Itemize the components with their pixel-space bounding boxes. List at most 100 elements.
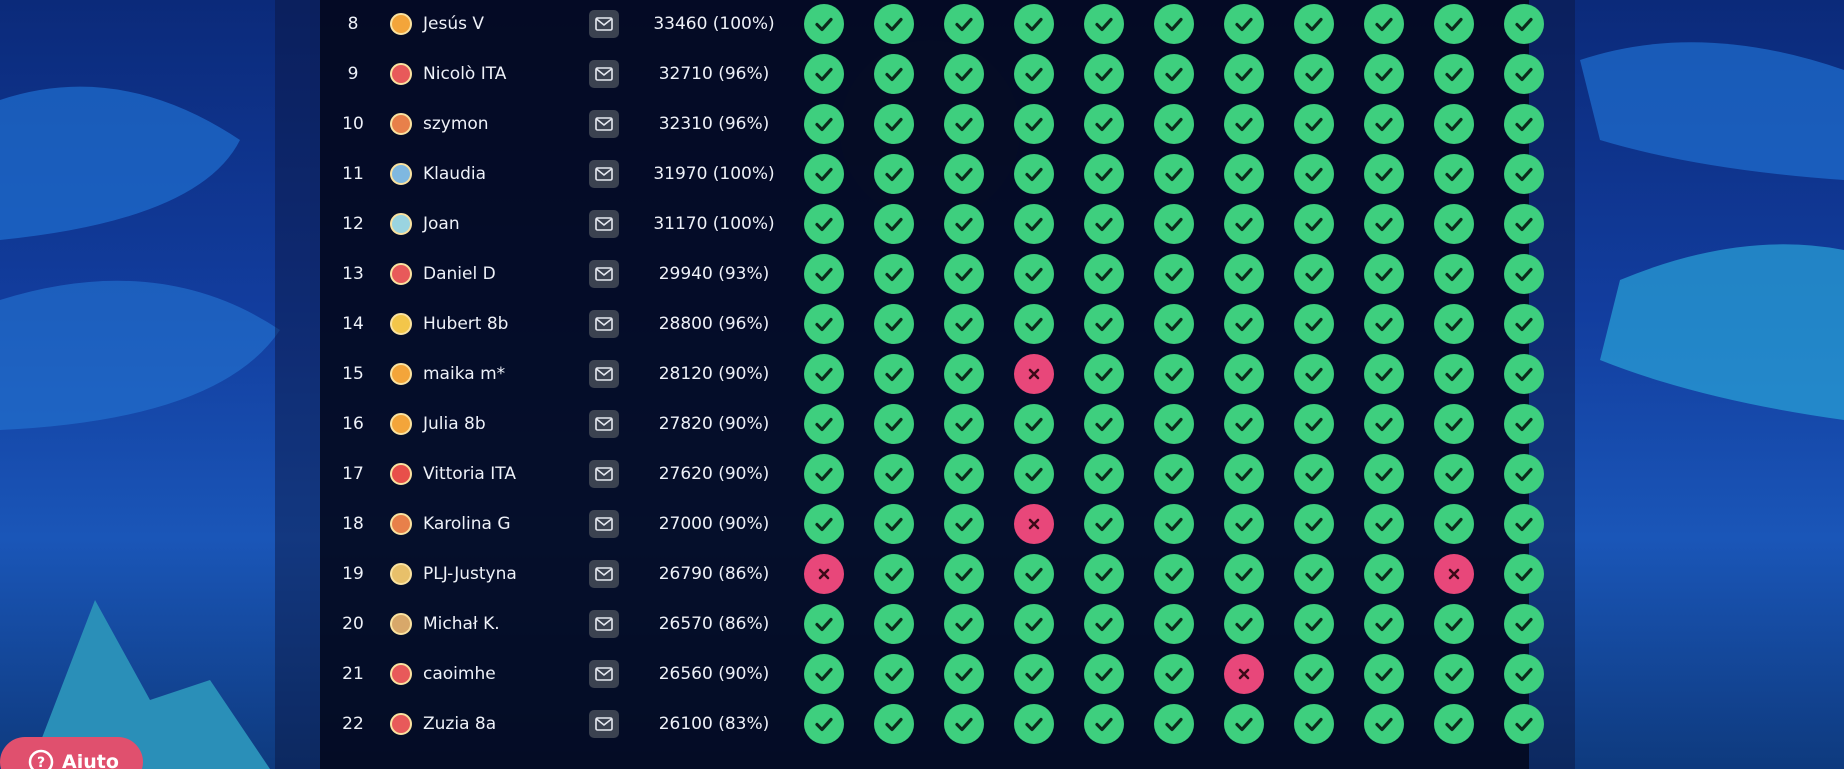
result-check <box>1294 603 1334 644</box>
player-name: Karolina G <box>423 513 511 534</box>
player-name: caoimhe <box>423 663 496 684</box>
result-check <box>1364 253 1404 294</box>
player-name: Klaudia <box>423 163 486 184</box>
result-check <box>1084 453 1124 494</box>
result-check <box>1154 653 1194 694</box>
result-check <box>1084 303 1124 344</box>
result-check <box>804 3 844 44</box>
result-check <box>944 503 984 544</box>
result-check <box>1154 403 1194 444</box>
result-check <box>1084 653 1124 694</box>
result-check <box>1434 203 1474 244</box>
message-button[interactable] <box>589 59 619 88</box>
result-check <box>1154 53 1194 94</box>
result-check <box>1294 103 1334 144</box>
svg-text:?: ? <box>37 755 45 769</box>
player-name: Julia 8b <box>423 413 486 434</box>
message-button[interactable] <box>589 609 619 638</box>
result-check <box>1504 3 1544 44</box>
result-check <box>1224 553 1264 594</box>
help-button[interactable]: ? Aiuto <box>0 737 143 769</box>
message-button[interactable] <box>589 509 619 538</box>
message-button[interactable] <box>589 559 619 588</box>
result-cross <box>1434 553 1474 594</box>
result-check <box>874 603 914 644</box>
message-button[interactable] <box>589 709 619 738</box>
player-name: Michał K. <box>423 613 500 634</box>
result-check <box>1294 403 1334 444</box>
result-check <box>1364 553 1404 594</box>
score: 29940 (93%) <box>658 263 770 284</box>
message-button[interactable] <box>589 409 619 438</box>
result-check <box>1084 553 1124 594</box>
result-check <box>1434 503 1474 544</box>
result-check <box>804 253 844 294</box>
message-button[interactable] <box>589 109 619 138</box>
result-check <box>1434 353 1474 394</box>
player-name: szymon <box>423 113 489 134</box>
message-button[interactable] <box>589 459 619 488</box>
result-check <box>1154 353 1194 394</box>
result-check <box>1434 603 1474 644</box>
score: 32310 (96%) <box>658 113 770 134</box>
message-button[interactable] <box>589 9 619 38</box>
avatar <box>390 62 412 85</box>
result-check <box>1434 3 1474 44</box>
result-check <box>1154 253 1194 294</box>
avatar <box>390 12 412 35</box>
score: 27820 (90%) <box>658 413 770 434</box>
result-check <box>1014 403 1054 444</box>
result-check <box>874 153 914 194</box>
rank: 18 <box>342 513 364 534</box>
result-check <box>1224 53 1264 94</box>
result-check <box>1364 703 1404 744</box>
result-check <box>1084 253 1124 294</box>
message-button[interactable] <box>589 659 619 688</box>
result-check <box>1084 53 1124 94</box>
result-check <box>1154 503 1194 544</box>
leaderboard-panel <box>320 0 1529 769</box>
avatar <box>390 212 412 235</box>
score: 27000 (90%) <box>658 513 770 534</box>
result-check <box>1504 503 1544 544</box>
message-button[interactable] <box>589 309 619 338</box>
result-check <box>944 353 984 394</box>
score: 28120 (90%) <box>658 363 770 384</box>
result-check <box>1434 703 1474 744</box>
result-check <box>1434 103 1474 144</box>
result-check <box>1364 453 1404 494</box>
rank: 21 <box>342 663 364 684</box>
message-button[interactable] <box>589 159 619 188</box>
rank: 11 <box>342 163 364 184</box>
rank: 16 <box>342 413 364 434</box>
avatar <box>390 662 412 685</box>
result-check <box>874 653 914 694</box>
message-button[interactable] <box>589 259 619 288</box>
avatar <box>390 262 412 285</box>
result-check <box>804 603 844 644</box>
result-check <box>1364 353 1404 394</box>
rank: 20 <box>342 613 364 634</box>
result-check <box>1224 503 1264 544</box>
score: 26560 (90%) <box>658 663 770 684</box>
result-check <box>1294 703 1334 744</box>
result-check <box>1294 353 1334 394</box>
result-check <box>1504 303 1544 344</box>
result-check <box>944 453 984 494</box>
result-check <box>804 703 844 744</box>
message-button[interactable] <box>589 209 619 238</box>
result-check <box>1084 353 1124 394</box>
result-check <box>1224 303 1264 344</box>
result-check <box>1154 703 1194 744</box>
message-button[interactable] <box>589 359 619 388</box>
result-check <box>874 353 914 394</box>
result-check <box>874 253 914 294</box>
result-check <box>944 703 984 744</box>
result-check <box>944 653 984 694</box>
result-check <box>1504 603 1544 644</box>
result-check <box>1434 53 1474 94</box>
score: 32710 (96%) <box>658 63 770 84</box>
result-check <box>1434 253 1474 294</box>
result-check <box>1504 553 1544 594</box>
result-check <box>1154 603 1194 644</box>
